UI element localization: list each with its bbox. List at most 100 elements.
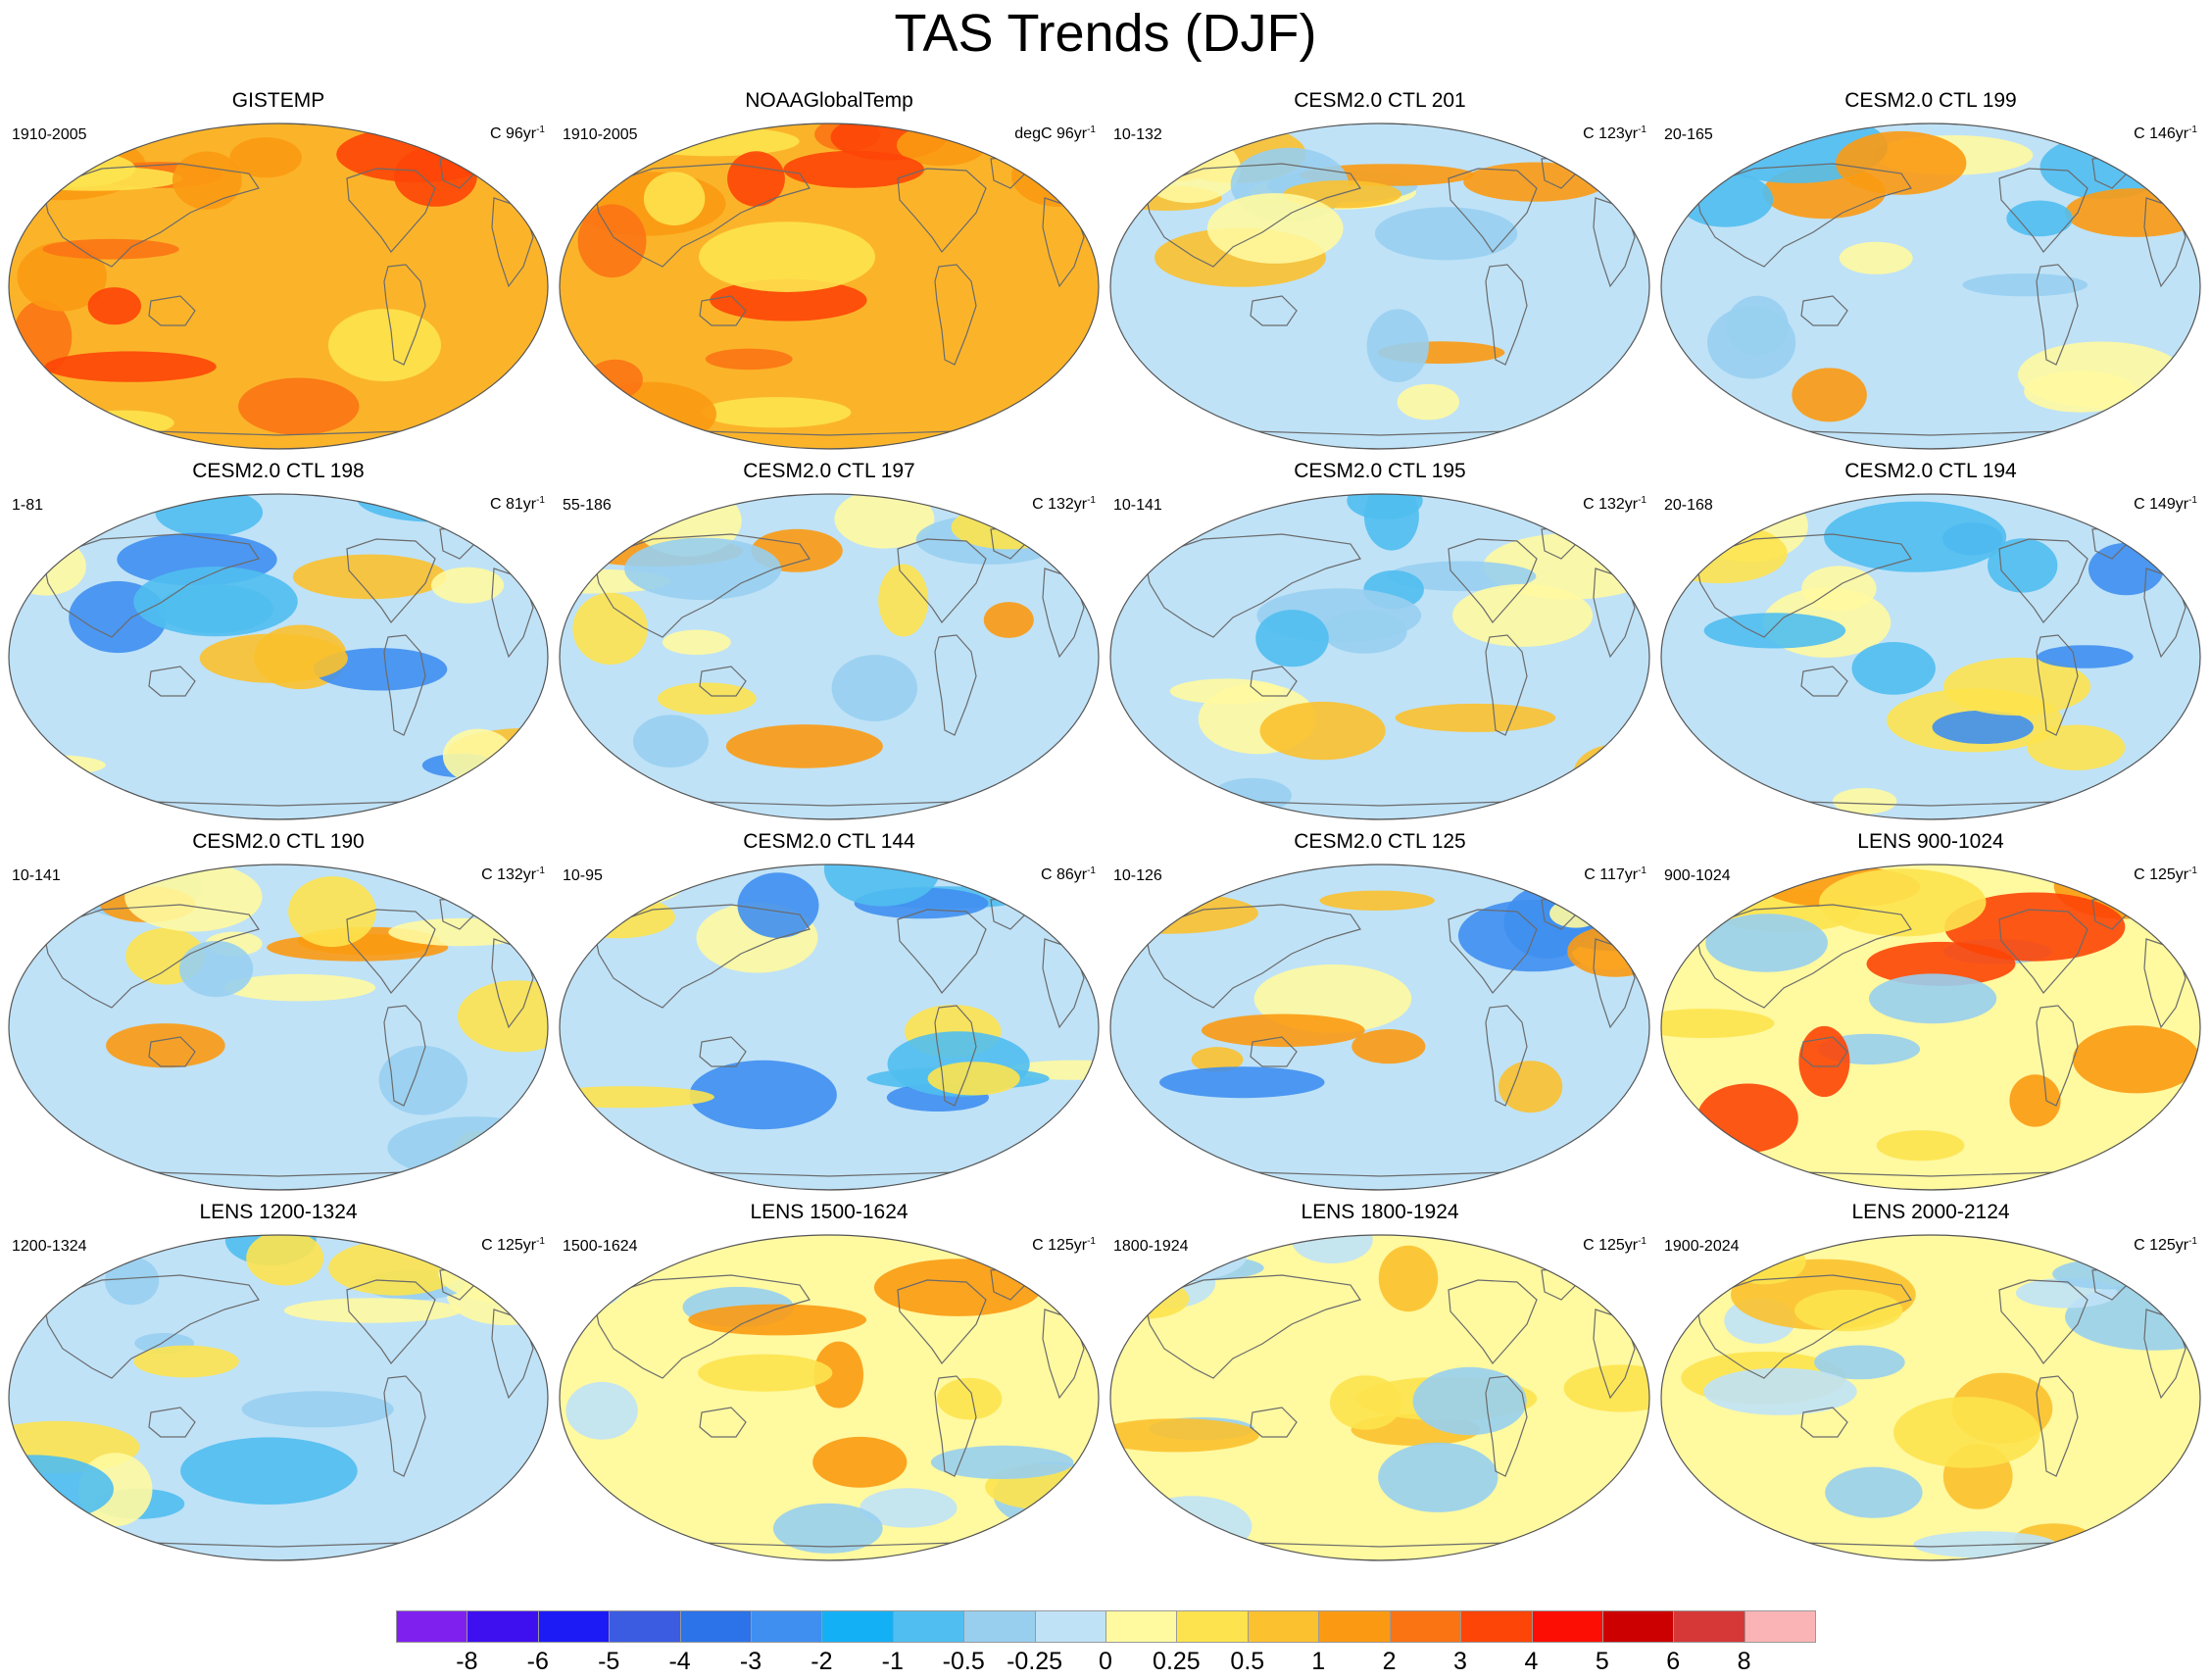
anomaly-region <box>1019 870 1099 896</box>
coastline <box>897 538 987 623</box>
panel-period: 1910-2005 <box>12 126 87 143</box>
panel-title: LENS 1200-1324 <box>199 1201 358 1223</box>
anomaly-region <box>725 724 883 768</box>
anomaly-region <box>1463 162 1607 202</box>
coastline <box>148 1036 196 1067</box>
coastline <box>1144 533 1361 638</box>
coastline <box>2036 264 2079 366</box>
anomaly-region <box>199 633 348 683</box>
robinson-map <box>8 1234 549 1561</box>
coastline <box>1144 904 1361 1009</box>
anomaly-region <box>87 287 141 325</box>
anomaly-region <box>878 564 929 637</box>
colorbar-tick-label: -3 <box>739 1648 762 1675</box>
robinson-map <box>1109 123 1650 450</box>
anomaly-region <box>223 973 376 1002</box>
anomaly-region <box>783 150 924 188</box>
colorbar-tick-label: 5 <box>1595 1648 1609 1675</box>
anomaly-region <box>633 715 709 767</box>
colorbar-swatch <box>1601 1610 1675 1643</box>
panel-title: CESM2.0 CTL 144 <box>743 830 915 853</box>
map-outline <box>559 123 1100 450</box>
panel-title: CESM2.0 CTL 197 <box>743 460 915 482</box>
anomaly-region <box>572 592 648 666</box>
panel-title: CESM2.0 CTL 198 <box>192 460 365 482</box>
anomaly-region <box>1206 193 1344 264</box>
anomaly-region <box>1259 701 1386 761</box>
anomaly-region <box>133 567 298 637</box>
coastline <box>593 904 811 1009</box>
anomaly-region <box>1851 642 1936 695</box>
colorbar-swatch <box>1247 1610 1320 1643</box>
colorbar-swatch <box>821 1610 894 1643</box>
coastline <box>593 163 811 268</box>
coastline <box>148 295 196 326</box>
panel-period: 1500-1624 <box>563 1238 638 1255</box>
anomaly-region <box>1110 1235 1191 1279</box>
anomaly-region <box>1169 678 1284 705</box>
map-outline <box>559 864 1100 1191</box>
anomaly-region <box>823 865 941 907</box>
panel-period: 10-141 <box>1113 497 1162 514</box>
colorbar-tick-label: -0.5 <box>942 1648 985 1675</box>
anomaly-region <box>1836 130 1967 195</box>
coastline <box>1800 295 1848 326</box>
anomaly-region <box>1563 1364 1649 1412</box>
robinson-map <box>559 493 1100 820</box>
anomaly-region <box>1499 1061 1563 1113</box>
coastline <box>1250 1407 1298 1438</box>
coastline <box>1800 1407 1848 1438</box>
anomaly-region <box>710 278 867 321</box>
coastline <box>42 163 260 268</box>
map-outline <box>1109 493 1650 820</box>
coastline <box>1485 1375 1528 1477</box>
anomaly-region <box>1801 566 1877 612</box>
coastline <box>699 666 747 697</box>
panel-units: C 125yr-1 <box>1583 1236 1646 1254</box>
anomaly-region <box>1255 610 1329 667</box>
anomaly-region <box>702 397 852 428</box>
coastline <box>1485 264 1528 366</box>
coastline <box>2036 634 2079 736</box>
coastline <box>1485 1005 1528 1107</box>
panel-period: 10-126 <box>1113 867 1162 884</box>
map-outline <box>559 1234 1100 1561</box>
coastline <box>1485 634 1528 736</box>
coastline <box>1998 538 2088 623</box>
anomaly-region <box>1944 892 2126 962</box>
panel-period: 20-165 <box>1664 126 1713 143</box>
map-background-field <box>1110 865 1649 1190</box>
anomaly-region <box>9 537 86 596</box>
robinson-map <box>8 123 549 450</box>
colorbar-swatch <box>751 1610 823 1643</box>
panel-units: C 125yr-1 <box>1032 1236 1096 1254</box>
anomaly-region <box>1932 710 2034 744</box>
anomaly-region <box>813 1341 863 1408</box>
map-outline <box>1660 864 2201 1191</box>
map-outline <box>559 493 1100 820</box>
coastline <box>346 1279 436 1364</box>
anomaly-region <box>737 872 819 938</box>
map-panel: NOAAGlobalTemp 1910-2005 degC 96yr-1 <box>555 88 1104 453</box>
colorbar-swatch <box>396 1610 468 1643</box>
anomaly-region <box>2088 542 2164 596</box>
map-outline <box>8 493 549 820</box>
panel-period: 1200-1324 <box>12 1238 87 1255</box>
anomaly-region <box>624 537 782 601</box>
coastline <box>1250 295 1298 326</box>
coastline <box>699 295 747 326</box>
anomaly-region <box>442 728 514 783</box>
anomaly-region <box>238 377 360 435</box>
anomaly-region <box>772 1503 883 1554</box>
colorbar-tick-label: 0.25 <box>1153 1648 1201 1675</box>
coastline <box>593 533 811 638</box>
anomaly-region <box>388 917 536 947</box>
panel-period: 1-81 <box>12 497 44 514</box>
anomaly-region <box>2072 1025 2200 1094</box>
coastline <box>1250 666 1298 697</box>
anomaly-region <box>1507 865 1649 892</box>
panel-title: CESM2.0 CTL 201 <box>1294 89 1466 112</box>
map-panel: LENS 1200-1324 1200-1324 C 125yr-1 <box>4 1200 553 1564</box>
anomaly-region <box>834 494 935 549</box>
coastline <box>1144 1274 1361 1379</box>
